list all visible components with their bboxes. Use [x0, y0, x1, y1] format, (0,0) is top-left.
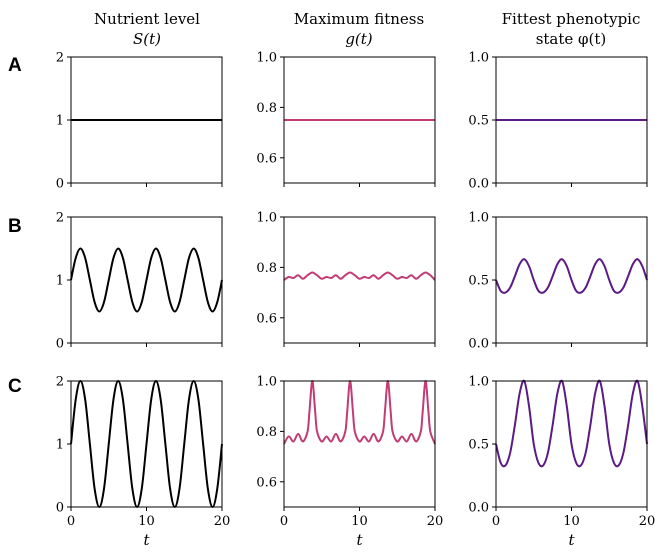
x-tick-label: 10	[563, 514, 580, 529]
y-tick-label: 0.0	[468, 177, 489, 192]
column-title-nutrient-line1: Nutrient level	[94, 10, 200, 28]
y-tick-label: 2	[56, 211, 64, 226]
y-tick-label: 1.0	[256, 211, 277, 226]
x-tick-label: 0	[280, 514, 288, 529]
x-axis-label: t	[356, 531, 363, 549]
panel-c-2: 0.0 0.5 1.0 0 10 20 t	[468, 375, 655, 550]
series-line	[495, 379, 648, 468]
y-tick-label: 0.0	[468, 337, 489, 352]
y-tick-label: 1	[56, 274, 64, 289]
row-label-c: C	[8, 376, 22, 397]
x-tick-label: 20	[427, 514, 444, 529]
y-tick-label: 1	[56, 438, 64, 453]
y-tick-label: 0.6	[256, 475, 277, 490]
panel-b-1: 0.6 0.8 1.0	[256, 211, 436, 347]
x-tick-label: 20	[639, 514, 655, 529]
y-tick-label: 0.0	[468, 501, 489, 516]
y-tick-label: 2	[56, 375, 64, 390]
series-line	[283, 271, 436, 281]
panel-b-2: 0.0 0.5 1.0	[468, 211, 648, 352]
series-line	[283, 379, 436, 445]
axes-frame	[283, 380, 436, 508]
panel-b-0: 0 1 2	[56, 211, 223, 352]
axes-frame	[283, 216, 436, 344]
y-tick-label: 0	[56, 177, 64, 192]
column-title-nutrient-line2: S(t)	[133, 30, 161, 48]
column-title-phenotype-line2: state φ(t)	[536, 30, 607, 48]
y-tick-label: 0.8	[256, 425, 277, 440]
panel-a-2: 0.0 0.5 1.0	[468, 51, 648, 192]
panel-a-0: 0 1 2	[56, 51, 223, 192]
y-tick-label: 1.0	[256, 51, 277, 66]
x-tick-label: 0	[492, 514, 500, 529]
column-title-phenotype-line1: Fittest phenotypic	[502, 10, 641, 28]
x-tick-label: 10	[351, 514, 368, 529]
y-tick-label: 0.5	[468, 114, 489, 129]
series-line	[70, 379, 223, 509]
x-tick-label: 20	[214, 514, 231, 529]
y-tick-label: 0.6	[256, 311, 277, 326]
x-tick-label: 10	[138, 514, 155, 529]
y-tick-label: 1.0	[468, 375, 489, 390]
row-label-b: B	[8, 216, 22, 237]
y-tick-label: 1.0	[468, 211, 489, 226]
panel-c-1: 0.6 0.8 1.0 0 10 20 t	[256, 375, 443, 550]
row-label-a: A	[8, 55, 22, 76]
x-axis-label: t	[568, 531, 575, 549]
y-tick-label: 0	[56, 337, 64, 352]
column-title-fitness-line2: g(t)	[345, 30, 372, 48]
y-tick-label: 2	[56, 51, 64, 66]
panel-a-1: 0.6 0.8 1.0	[256, 51, 436, 187]
series-line	[70, 247, 223, 313]
column-title-fitness-line1: Maximum fitness	[294, 10, 424, 28]
y-tick-label: 1	[56, 114, 64, 129]
y-tick-label: 0.8	[256, 101, 277, 116]
y-tick-label: 0.8	[256, 261, 277, 276]
y-tick-label: 0	[56, 501, 64, 516]
y-tick-label: 1.0	[468, 51, 489, 66]
x-axis-label: t	[143, 531, 150, 549]
y-tick-label: 1.0	[256, 375, 277, 390]
y-tick-label: 0.6	[256, 151, 277, 166]
y-tick-label: 0.5	[468, 274, 489, 289]
panels-layer: 0 1 2 0.6 0.8 1.0 0.0 0.5 1.0 0 1 2 0.6 0.8 1.0 0.0 0.5 1…	[56, 51, 655, 550]
series-line	[495, 258, 648, 294]
y-tick-label: 0.5	[468, 438, 489, 453]
x-tick-label: 0	[67, 514, 75, 529]
